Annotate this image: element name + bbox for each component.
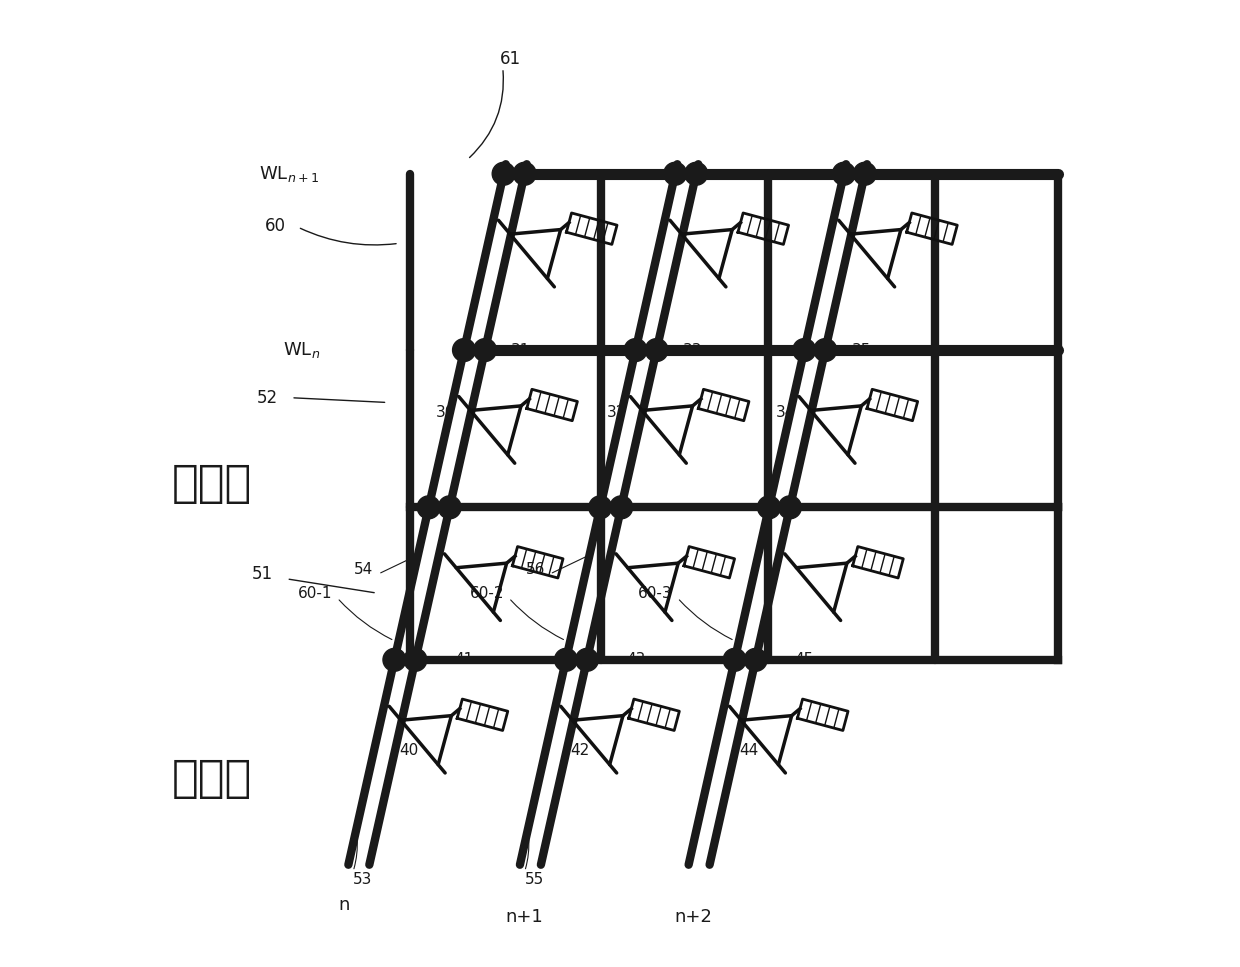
- Text: 34: 34: [776, 404, 795, 420]
- Text: WL$_{n+1}$: WL$_{n+1}$: [259, 163, 320, 184]
- Text: 32: 32: [608, 404, 626, 420]
- Circle shape: [610, 496, 632, 518]
- Circle shape: [663, 162, 687, 185]
- Circle shape: [438, 496, 461, 518]
- Circle shape: [645, 338, 668, 362]
- Text: 60-3: 60-3: [639, 586, 673, 601]
- Text: 45: 45: [795, 653, 813, 667]
- Text: 55: 55: [525, 871, 544, 887]
- Text: 41: 41: [454, 653, 474, 667]
- Circle shape: [417, 496, 440, 518]
- Text: 60-1: 60-1: [298, 586, 332, 601]
- Text: WL$_{n}$: WL$_{n}$: [283, 340, 320, 360]
- Text: 第二层: 第二层: [172, 462, 252, 505]
- Text: 61: 61: [500, 50, 521, 69]
- Text: 33: 33: [683, 342, 702, 358]
- Text: n+2: n+2: [675, 908, 712, 926]
- Circle shape: [758, 496, 780, 518]
- Text: 30: 30: [435, 404, 455, 420]
- Circle shape: [723, 649, 746, 671]
- Text: 56: 56: [526, 562, 546, 576]
- Text: 42: 42: [570, 743, 590, 758]
- Text: 53: 53: [353, 871, 372, 887]
- Text: 52: 52: [257, 389, 278, 407]
- Circle shape: [404, 649, 427, 671]
- Text: 60-2: 60-2: [470, 586, 503, 601]
- Circle shape: [853, 162, 877, 185]
- Text: 35: 35: [852, 342, 870, 358]
- Circle shape: [513, 162, 536, 185]
- Circle shape: [813, 338, 837, 362]
- Text: 43: 43: [626, 653, 645, 667]
- Text: n: n: [339, 896, 350, 915]
- Circle shape: [554, 649, 578, 671]
- Circle shape: [383, 649, 405, 671]
- Text: n+1: n+1: [506, 908, 543, 926]
- Circle shape: [575, 649, 599, 671]
- Text: 54: 54: [355, 562, 373, 576]
- Text: 31: 31: [511, 342, 531, 358]
- Circle shape: [684, 162, 708, 185]
- Text: 第一层: 第一层: [172, 757, 252, 801]
- Text: 60: 60: [264, 218, 285, 235]
- Circle shape: [779, 496, 801, 518]
- Circle shape: [453, 338, 475, 362]
- Text: 40: 40: [399, 743, 418, 758]
- Circle shape: [492, 162, 515, 185]
- Circle shape: [832, 162, 856, 185]
- Circle shape: [589, 496, 611, 518]
- Circle shape: [624, 338, 647, 362]
- Circle shape: [792, 338, 816, 362]
- Circle shape: [744, 649, 768, 671]
- Text: 44: 44: [739, 743, 759, 758]
- Circle shape: [474, 338, 496, 362]
- Text: 51: 51: [252, 565, 273, 583]
